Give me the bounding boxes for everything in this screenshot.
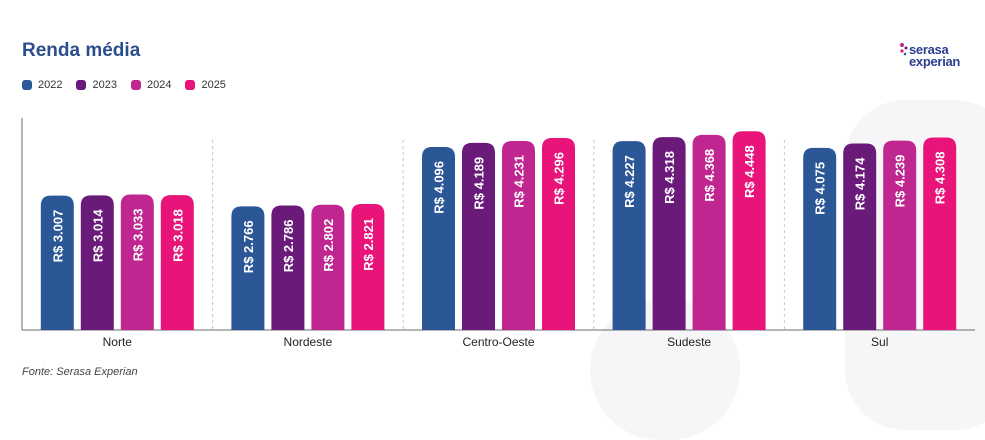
bar-2025-nordeste — [351, 203, 385, 330]
x-tick-label: Nordeste — [284, 335, 333, 349]
legend-label: 2024 — [146, 79, 172, 91]
data-label: R$ 4.296 — [552, 152, 567, 205]
data-label: R$ 4.318 — [662, 151, 677, 204]
data-label: R$ 3.033 — [130, 208, 145, 261]
data-label: R$ 4.231 — [512, 155, 527, 208]
bar-2023-sul — [843, 143, 877, 330]
data-label: R$ 4.308 — [933, 152, 948, 205]
source-note: Fonte: Serasa Experian — [22, 366, 138, 378]
data-label: R$ 3.007 — [50, 210, 65, 263]
data-label: R$ 4.096 — [432, 161, 447, 214]
legend-item-2022: 2022 — [22, 79, 62, 91]
bar-2022-sul — [803, 147, 837, 330]
data-label: R$ 4.368 — [702, 149, 717, 202]
chart-title: Renda média — [22, 40, 141, 61]
bar-2023-nordeste — [271, 205, 305, 330]
legend-item-2025: 2025 — [185, 79, 226, 91]
bar-2025-sudeste — [732, 131, 766, 330]
data-label: R$ 2.786 — [281, 220, 296, 273]
bar-2024-centro-oeste — [502, 140, 535, 330]
legend-swatch-2022 — [22, 80, 32, 90]
bar-2023-norte — [80, 195, 114, 330]
data-label: R$ 2.821 — [361, 218, 376, 271]
logo-text: serasa experian — [909, 42, 961, 69]
bar-2023-centro-oeste — [462, 142, 495, 330]
data-label: R$ 2.766 — [241, 220, 256, 273]
data-label: R$ 2.802 — [321, 219, 336, 272]
bar-2025-sul — [923, 137, 957, 330]
legend-swatch-2024 — [130, 80, 141, 90]
legend-item-2024: 2024 — [130, 79, 172, 91]
data-label: R$ 4.189 — [472, 157, 487, 210]
data-label: R$ 3.018 — [170, 209, 185, 262]
legend-label: 2023 — [92, 79, 117, 91]
legend-item-2023: 2023 — [76, 79, 117, 91]
x-tick-label: Centro-Oeste — [462, 335, 534, 349]
legend-label: 2022 — [38, 79, 63, 91]
data-label: R$ 3.014 — [90, 209, 105, 263]
bar-2022-centro-oeste — [422, 146, 455, 330]
legend-label: 2025 — [201, 79, 226, 91]
data-label: R$ 4.174 — [853, 157, 868, 211]
data-label: R$ 4.227 — [622, 155, 637, 208]
legend-swatch-2023 — [76, 80, 87, 90]
bar-2022-norte — [40, 195, 74, 330]
x-tick-label: Sul — [871, 335, 888, 349]
data-label: R$ 4.448 — [742, 145, 757, 198]
legend: 2022 2023 2024 2025 — [22, 79, 226, 91]
bar-2025-norte — [160, 195, 194, 330]
serasa-experian-logo: serasa experian — [899, 42, 969, 72]
bar-2024-norte — [120, 194, 154, 330]
bar-2024-sul — [883, 140, 917, 330]
data-label: R$ 4.075 — [813, 162, 828, 215]
x-tick-label: Norte — [103, 335, 133, 349]
logo-dots-icon — [900, 43, 908, 56]
bar-chart: R$ 3.007 R$ 3.014 R$ 3.033 R$ 3.018 Norte R$ … — [21, 118, 975, 349]
bar-2022-sudeste — [612, 141, 646, 330]
legend-swatch-2025 — [185, 80, 196, 90]
bar-2024-nordeste — [311, 204, 345, 330]
bar-2024-sudeste — [692, 134, 726, 330]
logo-line1: serasa — [909, 42, 949, 57]
bar-2023-sudeste — [652, 137, 686, 330]
bar-2022-nordeste — [231, 206, 265, 330]
logo-line2: experian — [909, 54, 961, 69]
x-tick-label: Sudeste — [667, 335, 711, 349]
data-label: R$ 4.239 — [893, 155, 908, 208]
bar-2025-centro-oeste — [542, 138, 575, 330]
